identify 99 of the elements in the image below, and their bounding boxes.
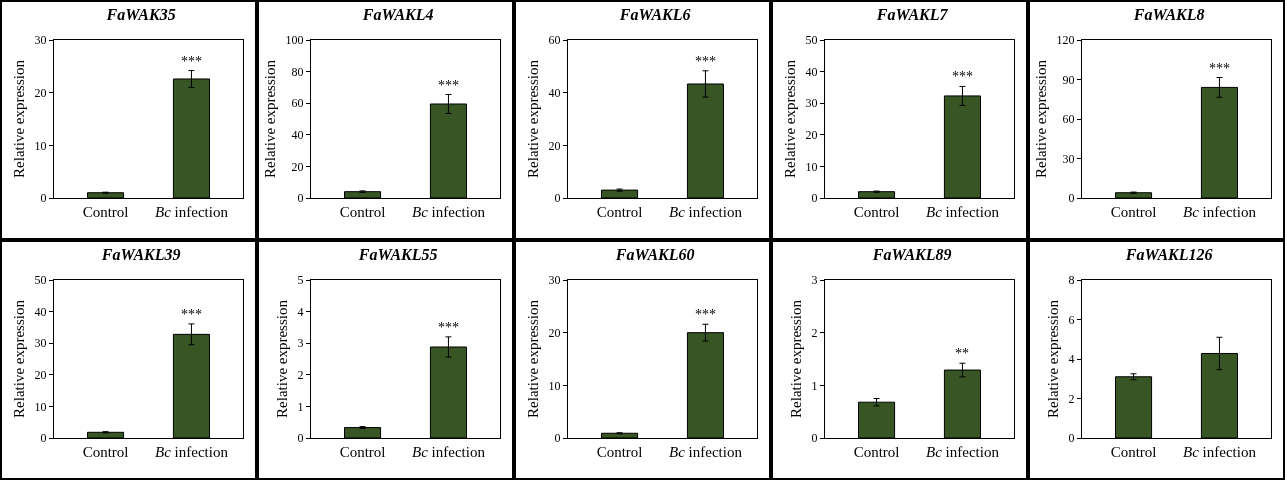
chart-title: FaWAKL39 [100, 246, 181, 264]
y-tick-label: 6 [1068, 312, 1075, 327]
y-tick-label: 60 [548, 33, 561, 48]
annotation: *** [438, 320, 459, 335]
y-tick-label: 10 [805, 159, 818, 174]
annotation: *** [438, 78, 459, 93]
y-tick-label: 40 [291, 128, 304, 142]
y-tick-label: 50 [34, 273, 47, 288]
y-tick-label: 20 [291, 159, 304, 174]
annotation: ** [955, 346, 969, 361]
y-tick-label: 1 [811, 378, 818, 393]
y-tick-label: 40 [548, 85, 561, 100]
x-tick-label: Bc infection [155, 204, 229, 220]
y-tick-label: 2 [1068, 391, 1075, 406]
chart-title: FaWAKL6 [618, 6, 691, 24]
y-tick-label: 90 [1062, 72, 1075, 87]
y-axis-title: Relative expression [787, 299, 804, 418]
x-tick-label: Bc infection [926, 204, 1000, 220]
y-tick-label: 0 [40, 431, 47, 446]
x-tick-label: Control [82, 204, 129, 220]
x-tick-label: Control [853, 444, 900, 460]
y-tick-label: 10 [548, 378, 561, 393]
y-tick-label: 0 [554, 431, 561, 446]
x-tick-label: Control [339, 204, 386, 220]
y-axis-title: Relative expression [10, 59, 27, 178]
y-tick-label: 30 [34, 33, 47, 48]
y-tick-label: 8 [1068, 273, 1075, 288]
y-tick-label: 20 [34, 368, 47, 382]
chart-title: FaWAKL126 [1124, 246, 1213, 264]
y-axis-title: Relative expression [10, 299, 27, 418]
y-tick-label: 20 [548, 325, 561, 340]
y-tick-label: 60 [1062, 112, 1075, 127]
y-axis-title: Relative expression [524, 59, 541, 178]
x-tick-label: Control [82, 444, 129, 460]
x-tick-label: Control [1110, 444, 1157, 460]
y-axis-title: Relative expression [524, 299, 541, 418]
y-tick-label: 30 [1062, 151, 1075, 166]
chart-title: FaWAKL60 [614, 246, 695, 264]
x-tick-label: Control [596, 444, 643, 460]
y-tick-label: 30 [548, 273, 561, 288]
y-tick-label: 20 [34, 85, 47, 100]
y-tick-label: 3 [811, 273, 818, 288]
y-tick-label: 0 [811, 431, 818, 446]
chart-title: FaWAKL8 [1132, 6, 1205, 24]
annotation: *** [695, 54, 716, 69]
y-tick-label: 0 [40, 191, 47, 206]
y-tick-label: 0 [554, 191, 561, 206]
y-tick-label: 0 [1068, 191, 1075, 206]
chart-title: FaWAKL89 [871, 246, 952, 264]
x-tick-label: Bc infection [1183, 444, 1257, 460]
annotation: *** [952, 69, 973, 84]
y-tick-label: 4 [297, 304, 304, 319]
x-tick-label: Control [596, 204, 643, 220]
annotation: *** [1209, 61, 1230, 76]
x-tick-label: Bc infection [669, 444, 743, 460]
x-tick-label: Bc infection [1183, 204, 1257, 220]
y-tick-label: 60 [291, 96, 304, 111]
x-tick-label: Control [339, 444, 386, 460]
y-tick-label: 2 [297, 368, 304, 382]
x-tick-label: Control [853, 204, 900, 220]
y-tick-label: 5 [297, 273, 304, 288]
y-tick-label: 120 [1056, 33, 1075, 48]
x-tick-label: Bc infection [155, 444, 229, 460]
x-tick-label: Control [1110, 204, 1157, 220]
y-tick-label: 20 [805, 128, 818, 142]
y-axis-title: Relative expression [273, 299, 290, 418]
x-tick-label: Bc infection [926, 444, 1000, 460]
y-tick-label: 4 [1068, 352, 1075, 367]
y-axis-title: Relative expression [1032, 59, 1049, 178]
y-tick-label: 30 [805, 96, 818, 111]
annotation: *** [181, 307, 202, 322]
y-tick-label: 30 [34, 336, 47, 351]
chart-title: FaWAKL4 [361, 6, 434, 24]
y-tick-label: 100 [285, 33, 304, 48]
chart-title: FaWAKL7 [875, 6, 949, 24]
y-tick-label: 20 [548, 138, 561, 153]
y-tick-label: 2 [811, 325, 818, 340]
y-tick-label: 40 [34, 304, 47, 319]
y-tick-label: 0 [297, 191, 304, 206]
y-tick-label: 50 [805, 33, 818, 48]
y-tick-label: 0 [1068, 431, 1075, 446]
chart-title: FaWAKL55 [357, 246, 438, 264]
y-axis-title: Relative expression [1044, 299, 1061, 418]
y-tick-label: 10 [34, 138, 47, 153]
x-tick-label: Bc infection [412, 444, 486, 460]
y-tick-label: 10 [34, 399, 47, 414]
y-tick-label: 3 [297, 336, 304, 351]
y-axis-title: Relative expression [261, 59, 278, 178]
y-tick-label: 0 [811, 191, 818, 206]
y-axis-title: Relative expression [781, 59, 798, 178]
annotation: *** [695, 307, 716, 322]
y-tick-label: 1 [297, 399, 304, 414]
x-tick-label: Bc infection [669, 204, 743, 220]
annotation: *** [181, 54, 202, 69]
y-tick-label: 80 [291, 64, 304, 79]
y-tick-label: 0 [297, 431, 304, 446]
y-tick-label: 40 [805, 64, 818, 79]
chart-title: FaWAK35 [105, 6, 176, 24]
x-tick-label: Bc infection [412, 204, 486, 220]
